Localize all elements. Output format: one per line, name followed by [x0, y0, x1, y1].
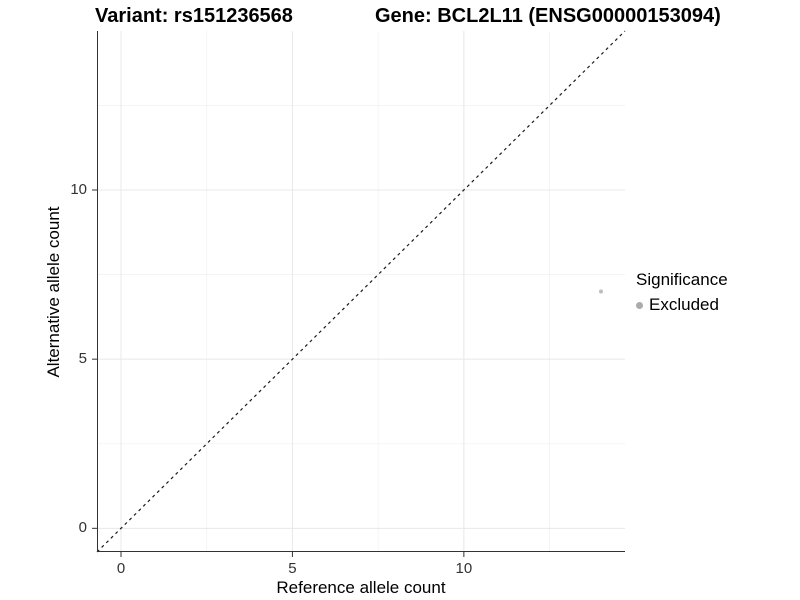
x-tick-label: 10	[455, 560, 473, 577]
legend-marker-circle-icon	[636, 301, 643, 309]
legend: Significance Excluded	[636, 270, 728, 315]
legend-items: Excluded	[636, 295, 728, 315]
plot-title-variant: Variant: rs151236568	[95, 5, 293, 27]
x-tick-label: 0	[116, 560, 126, 577]
x-axis-title: Reference allele count	[276, 578, 446, 597]
data-point	[599, 289, 603, 294]
y-tick-label: 0	[78, 519, 87, 537]
legend-title: Significance	[636, 270, 728, 289]
y-axis-title: Alternative allele count	[44, 206, 63, 378]
y-tick-label: 5	[78, 350, 87, 368]
identity-line	[96, 30, 626, 553]
legend-item-label: Excluded	[649, 295, 719, 314]
chart-canvas	[92, 30, 626, 557]
legend-item: Excluded	[636, 295, 728, 315]
y-tick-label: 10	[70, 181, 87, 198]
plot-title-gene: Gene: BCL2L11 (ENSG00000153094)	[375, 5, 721, 27]
x-tick-label: 5	[288, 560, 297, 577]
